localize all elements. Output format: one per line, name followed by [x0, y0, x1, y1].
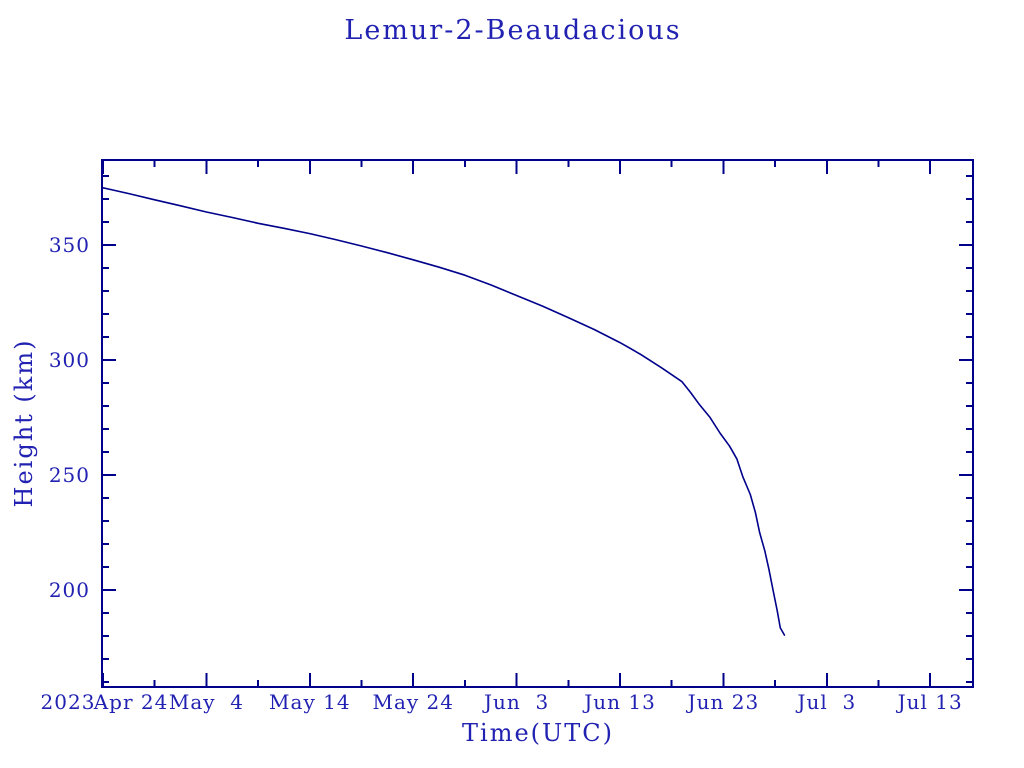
chart-title: Lemur-2-Beaudacious: [344, 15, 682, 46]
x-tick-label: May 14: [269, 690, 351, 714]
y-tick-label: 350: [48, 232, 90, 257]
x-tick-label: Jul 13: [897, 690, 963, 714]
decay-curve: [102, 187, 786, 636]
x-tick-label: May 4: [168, 690, 244, 714]
x-axis-title: Time(UTC): [462, 719, 614, 747]
x-tick-label: May 24: [372, 690, 454, 714]
plot-frame: [101, 159, 974, 688]
x-tick-label: Apr 24: [93, 690, 169, 714]
y-tick-label: 250: [48, 462, 90, 487]
x-tick-label: Jun 3: [484, 690, 550, 714]
y-tick-label: 200: [48, 577, 90, 602]
x-tick-label: Jun 13: [584, 690, 656, 714]
x-axis-year-label: 2023: [40, 690, 96, 714]
x-tick-label: Jul 3: [797, 690, 857, 714]
y-tick-label: 300: [48, 347, 90, 372]
x-tick-label: Jun 23: [687, 690, 760, 714]
